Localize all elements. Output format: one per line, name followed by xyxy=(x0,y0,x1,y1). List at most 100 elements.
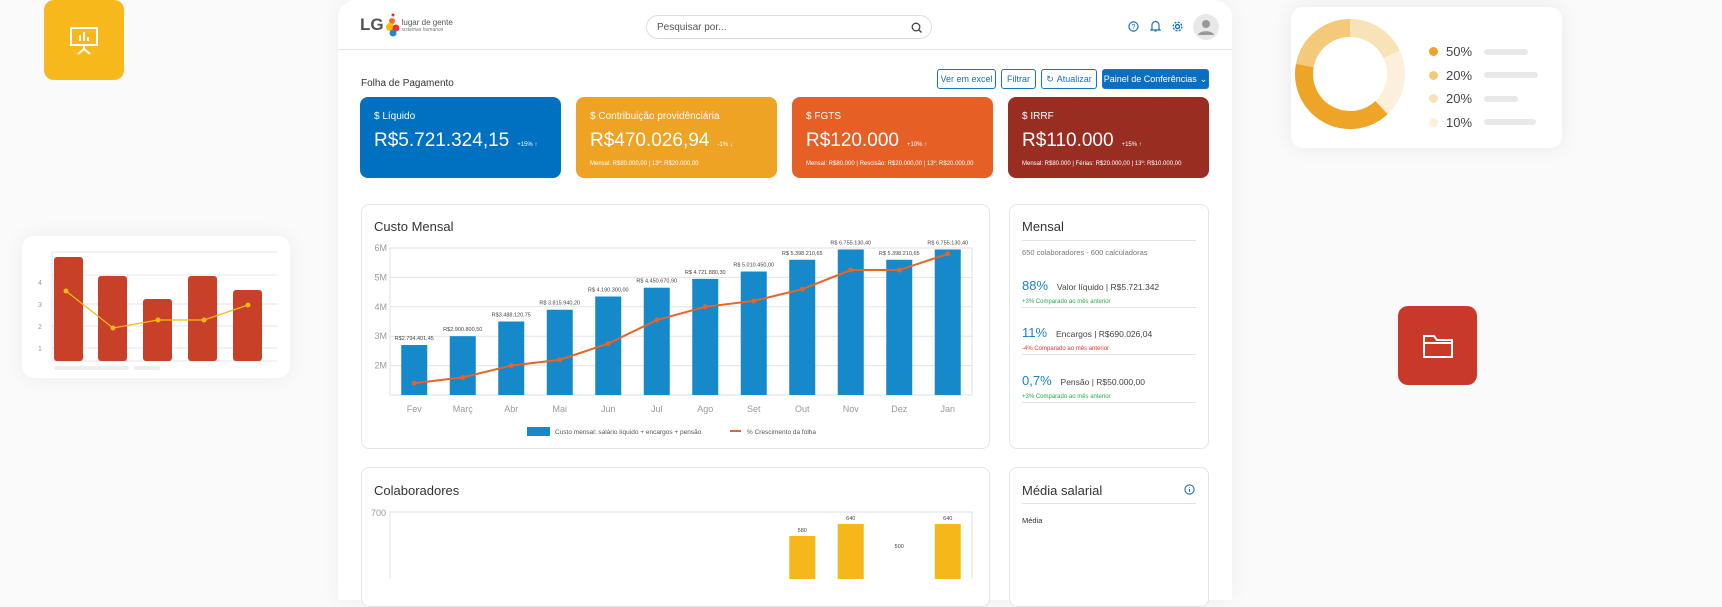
x-tick-label: Jun xyxy=(601,404,616,414)
help-icon[interactable]: ? xyxy=(1128,21,1139,32)
x-tick-label: Set xyxy=(747,404,761,414)
user-avatar[interactable] xyxy=(1193,14,1219,40)
y-tick-label: 2M xyxy=(374,361,387,371)
legend-dot xyxy=(1429,117,1438,127)
plot-frame xyxy=(389,247,973,396)
legend-swatch-bar xyxy=(527,427,550,436)
line-point xyxy=(751,298,757,304)
mini-chart-card: 4 3 2 1 xyxy=(22,236,290,378)
search-input[interactable]: Pesquisar por... xyxy=(646,15,932,39)
dollar-icon: $ xyxy=(806,111,815,122)
summary-card[interactable]: $ Líquido R$5.721.324,15 +15% ↑ xyxy=(360,97,561,178)
x-tick-label: Març xyxy=(453,404,473,414)
donut-slice xyxy=(1375,50,1405,115)
y-tick-label: 700 xyxy=(371,508,386,518)
item-compare: +3% Comparado ao mês anterior xyxy=(1022,299,1111,305)
refresh-icon: ↻ xyxy=(1046,73,1054,84)
item-percent: 0,7% xyxy=(1022,373,1052,388)
item-label: Valor líquido | R$5.721.342 xyxy=(1056,282,1160,292)
item-label: Encargos | R$690.026,04 xyxy=(1055,329,1153,339)
bell-icon[interactable] xyxy=(1150,20,1161,32)
line-point xyxy=(945,251,951,257)
mensal-item: 11% Encargos | R$690.026,04 -4% Comparad… xyxy=(1022,324,1196,352)
mensal-title: Mensal xyxy=(1022,219,1064,234)
search-placeholder: Pesquisar por... xyxy=(657,22,727,33)
card-title: IRRF xyxy=(1030,111,1054,122)
x-tick-label: Jan xyxy=(940,404,955,414)
excel-label: Ver em excel xyxy=(940,74,993,84)
legend-dot xyxy=(1429,47,1438,57)
mini-chart: 4 3 2 1 xyxy=(38,251,277,370)
donut-chart xyxy=(1295,19,1405,129)
bar-data-label: R$ 5.398.210,65 xyxy=(782,251,823,257)
summary-card[interactable]: $ FGTS R$120.000 +10% ↑ Mensal: R$80.000 … xyxy=(792,97,993,178)
dollar-icon: $ xyxy=(374,111,383,122)
y-tick-label: 5M xyxy=(374,272,387,282)
info-icon[interactable] xyxy=(1184,484,1195,495)
y-tick-label: 3M xyxy=(374,331,387,341)
legend-label: 50% xyxy=(1446,44,1473,60)
legend-item: 20% xyxy=(1429,64,1538,88)
logo: LG lugar de gente sistemas humanos xyxy=(360,12,453,38)
donut-slice xyxy=(1295,63,1388,129)
card-footer: Mensal: R$80.000,00 | 13º: R$20.000,00 xyxy=(590,161,699,167)
search-icon[interactable] xyxy=(911,22,922,33)
bar-data-label: 640 xyxy=(846,516,855,522)
card-delta: +15% xyxy=(517,142,533,148)
trend-arrow-icon: ↑ xyxy=(534,142,538,148)
line-point xyxy=(411,380,417,386)
bar xyxy=(789,536,816,579)
bar xyxy=(546,309,573,395)
bar xyxy=(934,249,961,395)
folder-tile xyxy=(1398,306,1477,385)
summary-card[interactable]: $ Contribuição providênciária R$470.026,… xyxy=(576,97,777,178)
item-percent: 88% xyxy=(1022,278,1049,293)
logo-sub: sistemas humanos xyxy=(401,26,444,33)
line-point xyxy=(702,304,708,310)
donut-slice xyxy=(1349,19,1400,59)
bar xyxy=(401,345,428,395)
custo-mensal-panel xyxy=(361,204,990,449)
card-footer: Mensal: R$80.000 | Rescisão: R$20.000,00… xyxy=(806,161,974,167)
media-label: Média xyxy=(1022,516,1043,525)
bar-data-label: 580 xyxy=(798,528,807,534)
gear-icon[interactable] xyxy=(1172,21,1183,32)
item-compare: +3% Comparado ao mês anterior xyxy=(1022,394,1111,400)
card-title: Contribuição providênciária xyxy=(598,111,720,122)
panel-dropdown[interactable]: Painel de Conferências ⌄ xyxy=(1102,69,1209,89)
dollar-icon: $ xyxy=(590,111,599,122)
summary-card[interactable]: $ IRRF R$110.000 +15% ↑ Mensal: R$80.000 … xyxy=(1008,97,1209,178)
line-point xyxy=(896,267,902,273)
bar xyxy=(740,271,767,395)
divider xyxy=(1022,503,1196,504)
card-delta: +10% xyxy=(906,142,923,148)
svg-text:2: 2 xyxy=(38,324,42,331)
bar xyxy=(789,259,816,395)
legend-bar xyxy=(1484,95,1518,102)
custo-mensal-chart: 2M 3M 4M 5M 6M R$2.794.401,45 Fev R$2.900.800,5… xyxy=(374,240,973,436)
legend-label-bar: Custo mensal: salário líquido + encargos… xyxy=(555,429,702,436)
user-icon xyxy=(1198,20,1214,35)
card-value: R$120.000 xyxy=(806,130,899,151)
legend-bar xyxy=(1484,72,1538,79)
chevron-down-icon: ⌄ xyxy=(1199,73,1208,84)
refresh-label: Atualizar xyxy=(1056,74,1092,84)
svg-text:1: 1 xyxy=(38,346,42,353)
divider xyxy=(1022,354,1196,355)
bar-data-label: R$2.794.401,45 xyxy=(395,336,434,342)
excel-button[interactable]: Ver em excel xyxy=(937,69,996,89)
svg-text:4: 4 xyxy=(38,280,42,287)
bar xyxy=(837,524,864,579)
mensal-item: 88% Valor líquido | R$5.721.342 +3% Comp… xyxy=(1022,277,1196,305)
line-point xyxy=(848,267,854,273)
item-compare: -4% Comparado ao mês anterior xyxy=(1022,346,1110,352)
line-point xyxy=(605,341,611,347)
folder-icon xyxy=(1422,334,1453,358)
filter-button[interactable]: Filtrar xyxy=(1001,69,1036,89)
bar xyxy=(498,321,525,395)
x-tick-label: Fev xyxy=(407,404,423,414)
divider xyxy=(1022,240,1196,241)
x-tick-label: Nov xyxy=(843,404,860,414)
y-tick-label: 4M xyxy=(374,302,387,312)
refresh-button[interactable]: ↻ Atualizar xyxy=(1041,69,1097,89)
